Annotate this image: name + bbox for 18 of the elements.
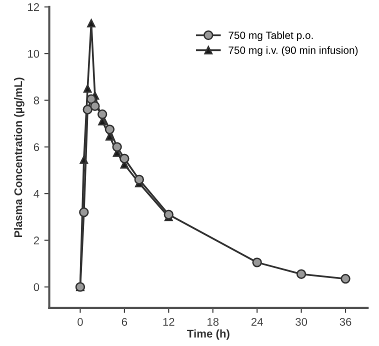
x-axis-title: Time (h) <box>187 329 230 340</box>
y-tick-label: 0 <box>34 283 40 292</box>
y-tick-label: 12 <box>28 3 39 11</box>
x-tick-label: 0 <box>78 318 83 326</box>
x-tick-label: 6 <box>122 318 128 326</box>
y-tick-label: 10 <box>28 50 40 58</box>
x-tick-label: 30 <box>296 318 308 326</box>
y-tick-label: 4 <box>34 190 40 198</box>
x-tick-label: 36 <box>340 318 352 326</box>
y-tick-label: 8 <box>34 96 40 104</box>
x-tick-label: 24 <box>251 318 263 326</box>
y-tick-label: 2 <box>34 236 39 244</box>
legend-label: 750 mg Tablet p.o. <box>228 31 313 42</box>
x-tick-label: 18 <box>208 318 219 326</box>
y-axis-title: Plasma Concentration (µg/mL) <box>14 78 24 238</box>
x-tick-label: 12 <box>163 318 174 326</box>
legend-label: 750 mg i.v. (90 min infusion) <box>228 46 358 56</box>
y-tick-label: 6 <box>34 143 40 152</box>
